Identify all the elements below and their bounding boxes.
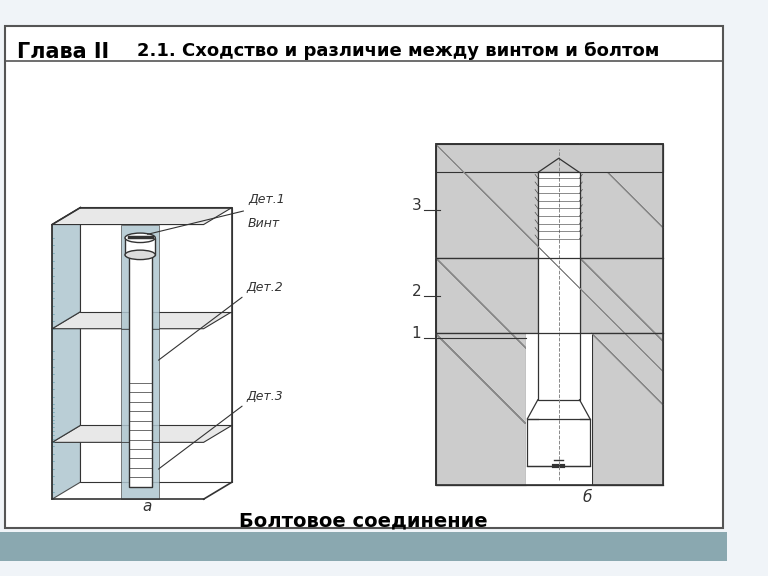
Polygon shape [52, 425, 81, 499]
Bar [435, 144, 538, 257]
Text: Дет.2: Дет.2 [247, 281, 283, 294]
Polygon shape [52, 425, 232, 442]
Bar [525, 334, 592, 485]
Ellipse shape [125, 233, 155, 242]
Text: б: б [582, 490, 592, 505]
Text: 1: 1 [412, 326, 422, 341]
Text: Винт: Винт [248, 217, 280, 230]
Polygon shape [52, 207, 232, 225]
Bar [121, 225, 159, 329]
Bar [435, 257, 538, 334]
Bar [435, 144, 663, 485]
Polygon shape [52, 207, 81, 329]
Ellipse shape [125, 250, 155, 260]
Bar [121, 329, 159, 442]
Bar [121, 442, 159, 499]
Text: Дет.3: Дет.3 [247, 389, 283, 403]
Bar [125, 238, 155, 255]
FancyBboxPatch shape [0, 16, 727, 560]
Bar [580, 257, 663, 334]
Text: а: а [142, 499, 151, 514]
Bar [538, 172, 580, 400]
Polygon shape [81, 312, 232, 425]
Text: Болтовое соединение: Болтовое соединение [240, 511, 488, 530]
Polygon shape [52, 312, 81, 442]
Text: 3: 3 [412, 198, 422, 213]
Bar [0, 532, 727, 560]
Bar [435, 144, 663, 485]
Bar [528, 419, 590, 466]
Bar [129, 248, 151, 487]
Polygon shape [81, 425, 232, 482]
Polygon shape [81, 207, 232, 312]
Bar [580, 144, 663, 257]
Bar [435, 334, 525, 485]
Text: Дет.1: Дет.1 [248, 192, 285, 206]
Polygon shape [52, 312, 232, 329]
Bar [435, 144, 663, 172]
Text: Глава II: Глава II [17, 42, 109, 62]
Text: 2: 2 [412, 283, 422, 298]
Text: 2.1. Сходство и различие между винтом и болтом: 2.1. Сходство и различие между винтом и … [137, 42, 660, 60]
Bar [592, 334, 663, 485]
